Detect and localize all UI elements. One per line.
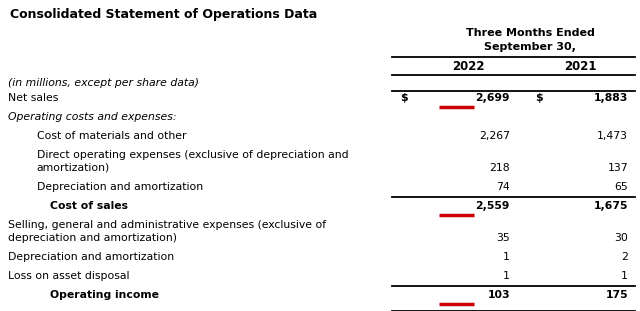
Text: Depreciation and amortization: Depreciation and amortization bbox=[36, 182, 203, 192]
Text: Cost of sales: Cost of sales bbox=[50, 201, 127, 211]
Text: Net sales: Net sales bbox=[8, 93, 58, 103]
Text: Selling, general and administrative expenses (exclusive of: Selling, general and administrative expe… bbox=[8, 220, 326, 230]
Text: 1: 1 bbox=[503, 252, 510, 262]
Text: Operating costs and expenses:: Operating costs and expenses: bbox=[8, 112, 177, 122]
Text: 2,699: 2,699 bbox=[476, 93, 510, 103]
Text: September 30,: September 30, bbox=[484, 42, 576, 52]
Text: 1: 1 bbox=[503, 271, 510, 281]
Text: Cost of materials and other: Cost of materials and other bbox=[36, 131, 186, 141]
Text: 74: 74 bbox=[496, 182, 510, 192]
Text: 2,559: 2,559 bbox=[476, 201, 510, 211]
Text: (in millions, except per share data): (in millions, except per share data) bbox=[8, 78, 199, 88]
Text: 1: 1 bbox=[621, 271, 628, 281]
Text: depreciation and amortization): depreciation and amortization) bbox=[8, 233, 177, 243]
Text: 2021: 2021 bbox=[564, 60, 596, 73]
Text: 1,675: 1,675 bbox=[593, 201, 628, 211]
Text: $: $ bbox=[400, 93, 408, 103]
Text: Depreciation and amortization: Depreciation and amortization bbox=[8, 252, 174, 262]
Text: Direct operating expenses (exclusive of depreciation and: Direct operating expenses (exclusive of … bbox=[36, 150, 348, 160]
Text: 1,473: 1,473 bbox=[597, 131, 628, 141]
Text: 2022: 2022 bbox=[452, 60, 484, 73]
Text: 1,883: 1,883 bbox=[594, 93, 628, 103]
Text: 2: 2 bbox=[621, 252, 628, 262]
Text: Consolidated Statement of Operations Data: Consolidated Statement of Operations Dat… bbox=[10, 8, 317, 21]
Text: 137: 137 bbox=[607, 163, 628, 173]
Text: 103: 103 bbox=[488, 290, 510, 300]
Text: Loss on asset disposal: Loss on asset disposal bbox=[8, 271, 129, 281]
Text: $: $ bbox=[535, 93, 543, 103]
Text: 65: 65 bbox=[614, 182, 628, 192]
Text: Three Months Ended: Three Months Ended bbox=[465, 28, 595, 38]
Text: 175: 175 bbox=[605, 290, 628, 300]
Text: 2,267: 2,267 bbox=[479, 131, 510, 141]
Text: 35: 35 bbox=[496, 233, 510, 243]
Text: amortization): amortization) bbox=[36, 163, 110, 173]
Text: 218: 218 bbox=[490, 163, 510, 173]
Text: Operating income: Operating income bbox=[50, 290, 159, 300]
Text: 30: 30 bbox=[614, 233, 628, 243]
